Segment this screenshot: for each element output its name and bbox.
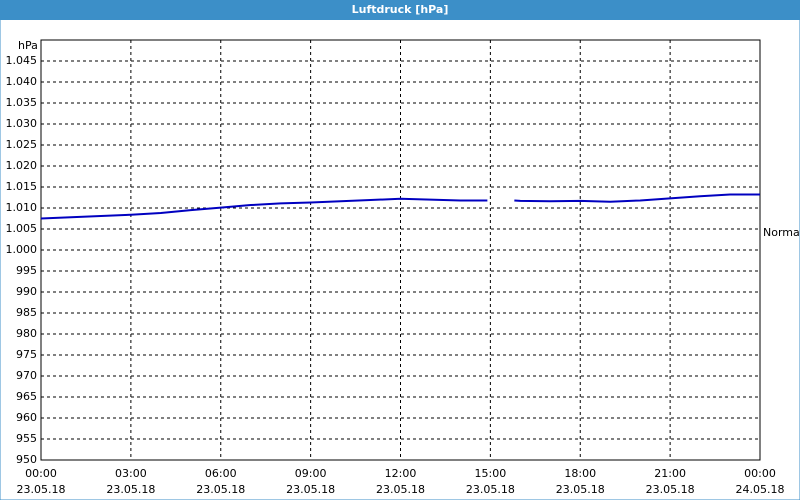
x-tick-label: 12:00 — [385, 467, 417, 480]
x-tick-date: 23.05.18 — [466, 483, 515, 496]
y-tick-label: 1.045 — [6, 54, 38, 67]
x-tick-label: 03:00 — [115, 467, 147, 480]
y-tick-label: 985 — [16, 306, 37, 319]
x-tick-label: 06:00 — [205, 467, 237, 480]
y-tick-label: 1.020 — [6, 159, 38, 172]
y-tick-label: 970 — [16, 369, 37, 382]
x-tick-date: 23.05.18 — [106, 483, 155, 496]
annotation: Normal — [763, 226, 800, 239]
x-tick-label: 15:00 — [475, 467, 507, 480]
y-tick-label: 950 — [16, 453, 37, 466]
x-tick-date: 23.05.18 — [196, 483, 245, 496]
y-tick-label: 1.000 — [6, 243, 38, 256]
y-tick-label: 960 — [16, 411, 37, 424]
y-unit: hPa — [18, 39, 38, 52]
y-tick-label: 965 — [16, 390, 37, 403]
y-tick-label: 1.025 — [6, 138, 38, 151]
y-tick-label: 1.035 — [6, 96, 38, 109]
x-tick-label: 18:00 — [564, 467, 596, 480]
x-tick-date: 23.05.18 — [17, 483, 66, 496]
y-tick-label: 1.005 — [6, 222, 38, 235]
y-tick-label: 1.010 — [6, 201, 38, 214]
y-tick-label: 1.015 — [6, 180, 38, 193]
x-tick-date: 23.05.18 — [376, 483, 425, 496]
x-tick-date: 24.05.18 — [736, 483, 785, 496]
y-tick-label: 980 — [16, 327, 37, 340]
chart-title: Luftdruck [hPa] — [352, 3, 449, 16]
x-tick-label: 21:00 — [654, 467, 686, 480]
y-tick-label: 995 — [16, 264, 37, 277]
x-tick-date: 23.05.18 — [286, 483, 335, 496]
x-tick-label: 00:00 — [744, 467, 776, 480]
y-tick-label: 975 — [16, 348, 37, 361]
y-tick-label: 990 — [16, 285, 37, 298]
y-tick-label: 1.040 — [6, 75, 38, 88]
x-tick-label: 00:00 — [25, 467, 57, 480]
y-tick-label: 955 — [16, 432, 37, 445]
x-tick-date: 23.05.18 — [556, 483, 605, 496]
y-tick-label: 1.030 — [6, 117, 38, 130]
x-tick-label: 09:00 — [295, 467, 327, 480]
plot-frame — [40, 39, 761, 461]
title-bar — [0, 0, 800, 20]
data-line — [40, 193, 760, 220]
x-tick-date: 23.05.18 — [646, 483, 695, 496]
